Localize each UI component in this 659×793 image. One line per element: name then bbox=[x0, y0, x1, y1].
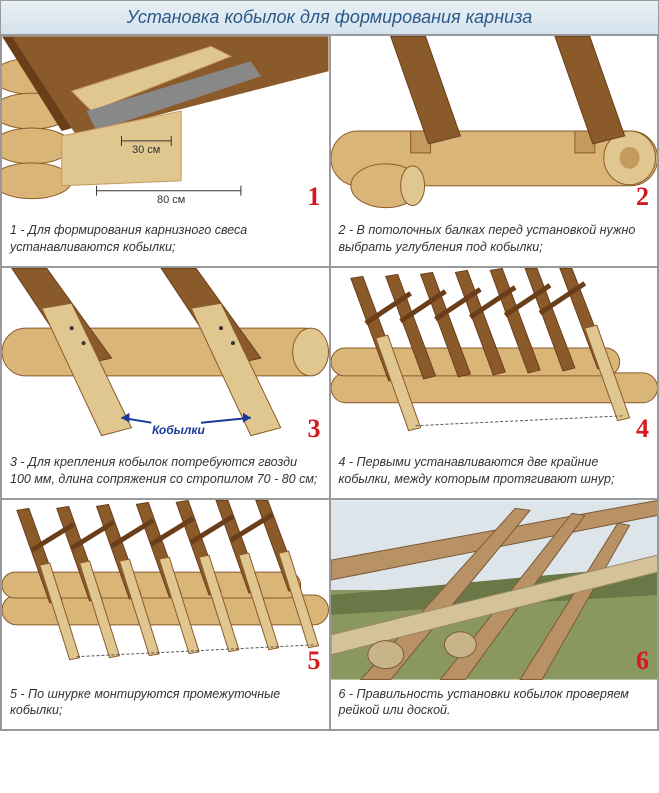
step-caption-2: 2 - В потолочных балках перед установкой… bbox=[331, 216, 658, 266]
step-cell-1: 30 см 80 см 1 1 - Для формирования карни… bbox=[1, 35, 330, 267]
step-number-2: 2 bbox=[636, 182, 649, 212]
step-caption-1: 1 - Для формирования карнизного свеса ус… bbox=[2, 216, 329, 266]
step-caption-5: 5 - По шнурке монтируются промежуточные … bbox=[2, 680, 329, 730]
step-image-3: Кобылки 3 bbox=[2, 268, 329, 448]
step-caption-3: 3 - Для крепления кобылок потребуются гв… bbox=[2, 448, 329, 498]
step-number-1: 1 bbox=[308, 182, 321, 212]
step-image-2: 2 bbox=[331, 36, 658, 216]
step-number-6: 6 bbox=[636, 646, 649, 676]
diagram-3-icon bbox=[2, 268, 329, 448]
step-caption-4: 4 - Первыми устанавливаются две крайние … bbox=[331, 448, 658, 498]
step-number-3: 3 bbox=[308, 414, 321, 444]
title-bar: Установка кобылок для формирования карни… bbox=[1, 1, 658, 35]
dim-label-1: 30 см bbox=[132, 144, 160, 156]
step-cell-6: 6 6 - Правильность установки кобылок про… bbox=[330, 499, 659, 731]
diagram-4-icon bbox=[331, 268, 658, 448]
step-cell-3: Кобылки 3 3 - Для крепления кобылок потр… bbox=[1, 267, 330, 499]
step-image-5: 5 bbox=[2, 500, 329, 680]
infographic-container: Установка кобылок для формирования карни… bbox=[0, 0, 659, 731]
annotation-label: Кобылки bbox=[152, 423, 205, 437]
step-number-4: 4 bbox=[636, 414, 649, 444]
step-image-1: 30 см 80 см 1 bbox=[2, 36, 329, 216]
step-caption-6: 6 - Правильность установки кобылок прове… bbox=[331, 680, 658, 730]
dim-label-2: 80 см bbox=[157, 194, 185, 206]
step-image-6: 6 bbox=[331, 500, 658, 680]
step-cell-4: 4 4 - Первыми устанавливаются две крайни… bbox=[330, 267, 659, 499]
diagram-2-icon bbox=[331, 36, 658, 216]
diagram-5-icon bbox=[2, 500, 329, 680]
step-image-4: 4 bbox=[331, 268, 658, 448]
step-number-5: 5 bbox=[308, 646, 321, 676]
step-cell-5: 5 5 - По шнурке монтируются промежуточны… bbox=[1, 499, 330, 731]
diagram-1-icon bbox=[2, 36, 329, 216]
diagram-6-icon bbox=[331, 500, 658, 680]
step-cell-2: 2 2 - В потолочных балках перед установк… bbox=[330, 35, 659, 267]
page-title: Установка кобылок для формирования карни… bbox=[127, 7, 533, 27]
steps-grid: 30 см 80 см 1 1 - Для формирования карни… bbox=[1, 35, 658, 730]
